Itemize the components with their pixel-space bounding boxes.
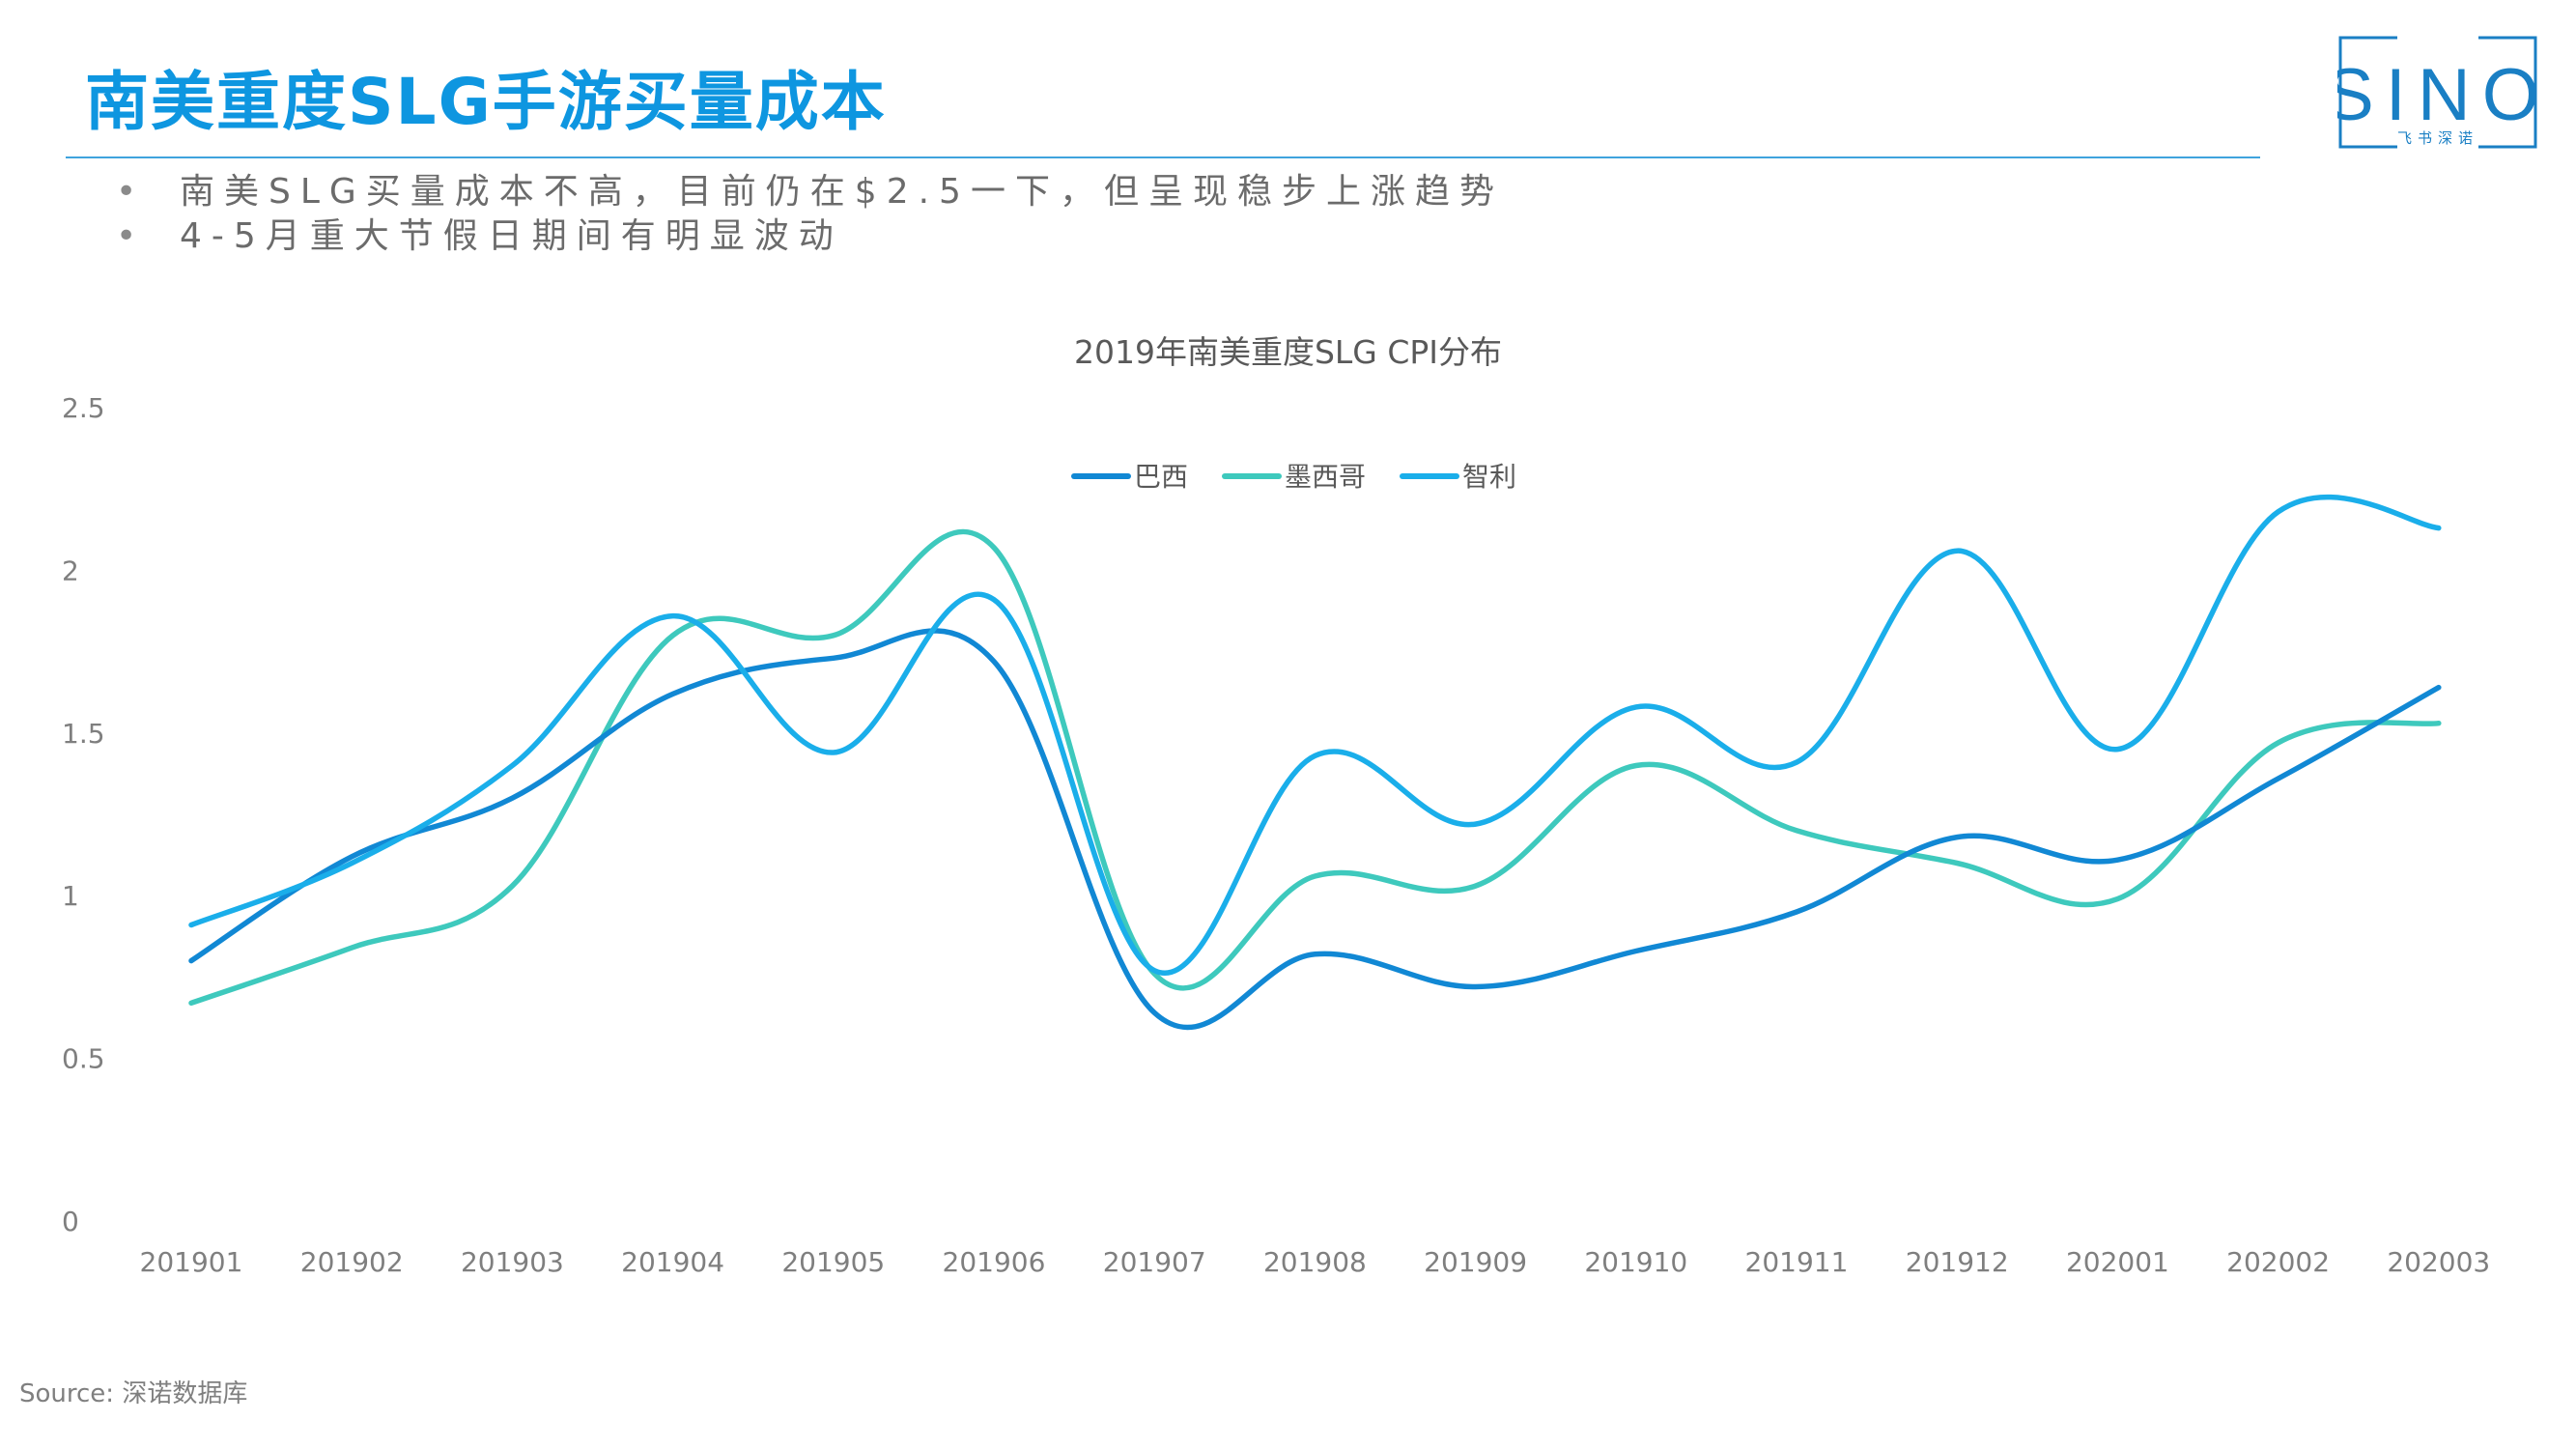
x-tick-label: 201901 <box>140 1246 243 1278</box>
x-tick-label: 201911 <box>1745 1246 1849 1278</box>
source-note: Source: 深诺数据库 <box>19 1374 247 1409</box>
y-tick-label: 1.5 <box>62 718 105 750</box>
y-tick-label: 0 <box>62 1206 79 1237</box>
y-axis-ticks: 0 0.5 1 1.5 2 2.5 <box>62 392 105 1237</box>
x-tick-label: 202002 <box>2226 1246 2330 1278</box>
x-tick-label: 201907 <box>1103 1246 1206 1278</box>
y-tick-label: 2 <box>62 554 79 586</box>
y-tick-label: 0.5 <box>62 1043 105 1075</box>
x-tick-label: 201910 <box>1584 1246 1687 1278</box>
series-lines <box>191 497 2439 1028</box>
x-tick-label: 201909 <box>1424 1246 1527 1278</box>
series-line-1 <box>191 531 2439 1003</box>
x-tick-label: 201903 <box>461 1246 564 1278</box>
x-tick-label: 201908 <box>1263 1246 1367 1278</box>
y-tick-label: 1 <box>62 880 79 912</box>
x-tick-label: 201905 <box>781 1246 885 1278</box>
legend-label: 智利 <box>1462 461 1516 493</box>
x-tick-label: 202001 <box>2066 1246 2169 1278</box>
series-line-0 <box>191 631 2439 1028</box>
x-tick-label: 201906 <box>943 1246 1046 1278</box>
y-tick-label: 2.5 <box>62 392 105 424</box>
x-tick-label: 201902 <box>300 1246 404 1278</box>
x-tick-label: 201912 <box>1906 1246 2009 1278</box>
x-tick-label: 202003 <box>2387 1246 2490 1278</box>
legend-label: 墨西哥 <box>1285 461 1366 493</box>
chart-legend: 巴西 墨西哥 智利 <box>1074 461 1516 493</box>
x-tick-label: 201904 <box>621 1246 724 1278</box>
x-axis-ticks: 201901 201902 201903 201904 201905 201906 2019… <box>140 1246 2491 1278</box>
legend-label: 巴西 <box>1134 461 1188 493</box>
